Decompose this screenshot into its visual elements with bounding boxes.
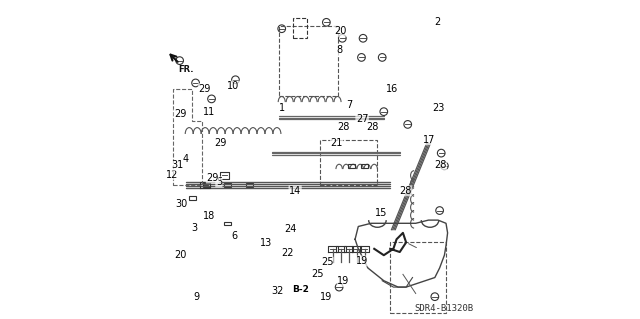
Text: 2: 2 [435, 17, 440, 27]
Text: 23: 23 [433, 103, 445, 113]
Text: 32: 32 [272, 286, 284, 296]
Text: 13: 13 [260, 238, 273, 248]
Text: 18: 18 [203, 211, 215, 221]
Text: 12: 12 [166, 170, 179, 180]
Text: 17: 17 [423, 135, 435, 145]
Text: 3: 3 [191, 223, 197, 233]
Bar [348, 164, 355, 168]
Text: 4: 4 [182, 154, 188, 164]
Text: 15: 15 [375, 208, 387, 218]
Bar [278, 26, 337, 96]
Text: 7: 7 [346, 100, 353, 110]
Text: 20: 20 [175, 249, 187, 260]
Bar [361, 164, 368, 168]
Bar [390, 242, 446, 313]
Text: 27: 27 [356, 114, 369, 124]
Text: 6: 6 [232, 231, 238, 241]
Text: 11: 11 [203, 107, 215, 117]
Text: 16: 16 [387, 84, 399, 94]
Text: 31: 31 [171, 160, 183, 170]
Bar [189, 196, 196, 200]
Text: 14: 14 [289, 186, 301, 196]
Text: 19: 19 [320, 292, 332, 302]
Text: 28: 28 [434, 160, 447, 170]
Bar [320, 140, 378, 185]
Text: SDR4-B1320B: SDR4-B1320B [414, 304, 473, 313]
Text: 22: 22 [281, 248, 294, 258]
Text: 8: 8 [337, 45, 343, 56]
Text: 9: 9 [193, 292, 199, 302]
Text: 19: 19 [337, 276, 349, 286]
Bar [204, 183, 211, 187]
Text: 1: 1 [278, 103, 285, 114]
Bar [246, 183, 253, 187]
Text: 25: 25 [321, 257, 333, 267]
Text: 29: 29 [206, 173, 219, 183]
Text: B-2: B-2 [292, 285, 308, 294]
Text: 28: 28 [366, 122, 378, 132]
Text: 20: 20 [334, 26, 346, 36]
Text: FR.: FR. [178, 65, 193, 74]
Bar [224, 183, 231, 187]
Text: 21: 21 [330, 138, 343, 148]
Text: 5: 5 [216, 177, 222, 187]
Text: 29: 29 [214, 138, 227, 148]
Text: 19: 19 [356, 256, 368, 266]
Text: 25: 25 [311, 269, 324, 279]
Text: 29: 29 [174, 109, 186, 119]
Bar [224, 221, 231, 225]
Text: 28: 28 [337, 122, 349, 132]
Text: 10: 10 [227, 81, 239, 91]
Text: 24: 24 [284, 224, 297, 234]
Text: 28: 28 [399, 186, 412, 196]
Text: 30: 30 [175, 198, 188, 209]
Text: 29: 29 [198, 84, 211, 94]
Bar [293, 18, 307, 38]
